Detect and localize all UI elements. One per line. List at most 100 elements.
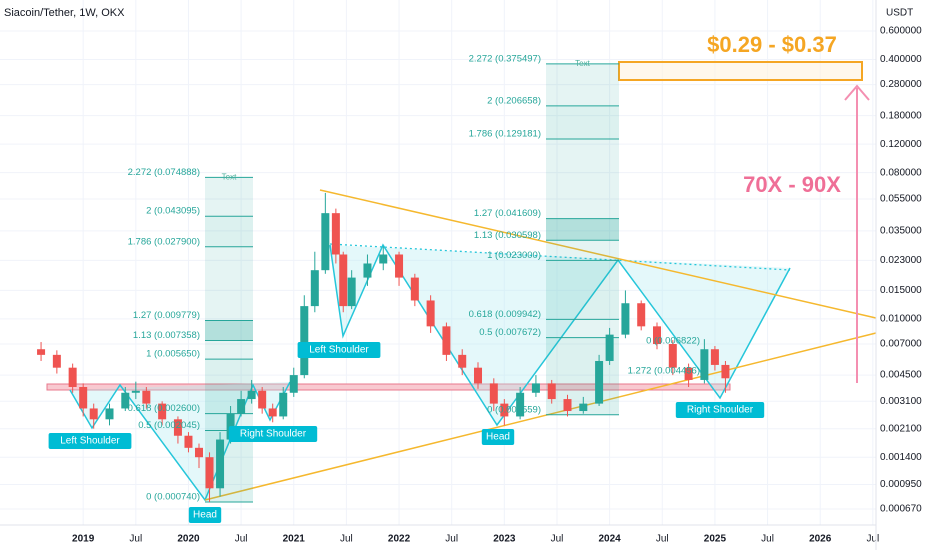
- candle-body: [426, 300, 435, 327]
- candle-body: [89, 408, 98, 420]
- currency: USDT: [886, 8, 913, 19]
- trendline: [204, 332, 877, 501]
- candle-body: [79, 386, 88, 409]
- x-tick-label: 2025: [704, 534, 727, 545]
- fib-label: 2 (0.043095): [146, 206, 200, 217]
- labels: Siacoin/Tether, 1W, OKX USDT $0.29 - $0.…: [4, 7, 922, 545]
- candle-body: [395, 254, 404, 278]
- y-tick-label: 0.002100: [880, 423, 922, 434]
- pattern-label: Head: [193, 510, 217, 521]
- target-box: [618, 61, 863, 81]
- candle-body: [563, 399, 572, 412]
- fib-zone: [205, 340, 253, 360]
- candle-body: [173, 419, 182, 436]
- fib-zone: [546, 218, 619, 241]
- candle-body: [347, 277, 356, 307]
- fib-label: 0.618 (0.009942): [469, 309, 541, 320]
- trendline: [319, 189, 877, 319]
- pattern-label-box: [297, 342, 381, 358]
- y-tick-label: 0.000670: [880, 504, 922, 515]
- fib-zone: [546, 138, 619, 219]
- fib-zone: [546, 240, 619, 261]
- fib-label: 0 (0.002559): [487, 404, 541, 415]
- candle-body: [205, 457, 214, 489]
- candle-body: [516, 392, 525, 417]
- candle-body: [605, 334, 614, 361]
- x-tick-label: Jul: [656, 534, 669, 545]
- candle-body: [268, 408, 277, 417]
- fib-zone: [546, 319, 619, 338]
- fib-zone: [546, 260, 619, 320]
- candle-body: [668, 344, 677, 368]
- target-label: $0.29 - $0.37: [707, 32, 837, 57]
- x-tick-label: 2021: [283, 534, 306, 545]
- y-tick-label: 0.015000: [880, 285, 922, 296]
- pattern-label-box: [188, 507, 222, 523]
- candle-body: [158, 403, 167, 420]
- x-tick-label: Jul: [340, 534, 353, 545]
- fib-label: 1.786 (0.027900): [128, 236, 200, 247]
- y-tick-label: 0.035000: [880, 225, 922, 236]
- y-tick-label: 0.180000: [880, 110, 922, 121]
- fib-label: 1 (0.005650): [146, 349, 200, 360]
- candle-body: [531, 383, 540, 393]
- candle-body: [363, 263, 372, 278]
- candle-body: [216, 439, 225, 489]
- symbol-title: Siacoin/Tether, 1W, OKX: [4, 7, 125, 19]
- x-tick-label: Jul: [761, 534, 774, 545]
- multiple-label: 70X - 90X: [743, 172, 841, 197]
- fib-zone: [205, 177, 253, 217]
- candle-body: [184, 435, 193, 448]
- candle-body: [721, 364, 730, 379]
- y-tick-label: 0.120000: [880, 139, 922, 150]
- fib-zone: [205, 246, 253, 321]
- candle-body: [700, 349, 709, 380]
- neckline: [329, 243, 791, 271]
- fib-label: 1.27 (0.009779): [133, 310, 200, 321]
- y-tick-label: 0.023000: [880, 255, 922, 266]
- pattern-fill: [330, 245, 790, 425]
- candle-body: [258, 390, 267, 409]
- pattern-label-box: [675, 402, 765, 418]
- candle-body: [52, 354, 61, 368]
- support-zone: [46, 383, 731, 391]
- arrow-head: [844, 84, 870, 101]
- x-tick-label: Jul: [129, 534, 142, 545]
- fib-zone: [205, 359, 253, 414]
- candle-body: [194, 447, 203, 458]
- candle-body: [37, 349, 46, 355]
- candle-body: [595, 360, 604, 404]
- x-tick-label: 2023: [493, 534, 516, 545]
- candle-body: [500, 403, 509, 417]
- pattern-line: [329, 243, 791, 427]
- candle-body: [710, 349, 719, 365]
- y-tick-label: 0.600000: [880, 26, 922, 37]
- candle-body: [331, 213, 340, 255]
- candle-body: [310, 270, 319, 307]
- y-tick-label: 0.280000: [880, 79, 922, 90]
- fib-tag: Text: [222, 172, 237, 181]
- candle-body: [489, 383, 498, 404]
- candle-body: [279, 392, 288, 417]
- pattern-label-box: [228, 426, 318, 442]
- pattern-label: Left Shoulder: [60, 436, 120, 447]
- y-tick-label: 0.003100: [880, 396, 922, 407]
- fib-label: 1 (0.023000): [487, 250, 541, 261]
- x-tick-label: Jul: [445, 534, 458, 545]
- pattern-label-box: [48, 433, 132, 449]
- fib-label: 1.272 (0.004456): [628, 365, 700, 376]
- candle-body: [637, 303, 646, 327]
- y-tick-label: 0.400000: [880, 54, 922, 65]
- fib-zone: [205, 216, 253, 247]
- candle-body: [653, 326, 661, 345]
- candle-body: [68, 367, 77, 387]
- x-tick-label: 2024: [598, 534, 621, 545]
- fib-label: 0 (0.006822): [646, 335, 700, 346]
- candle-body: [121, 392, 130, 409]
- candle-body: [321, 213, 330, 271]
- x-tick-label: Jul: [235, 534, 248, 545]
- fib-label: 1.13 (0.030598): [474, 230, 541, 241]
- x-tick-label: 2026: [809, 534, 832, 545]
